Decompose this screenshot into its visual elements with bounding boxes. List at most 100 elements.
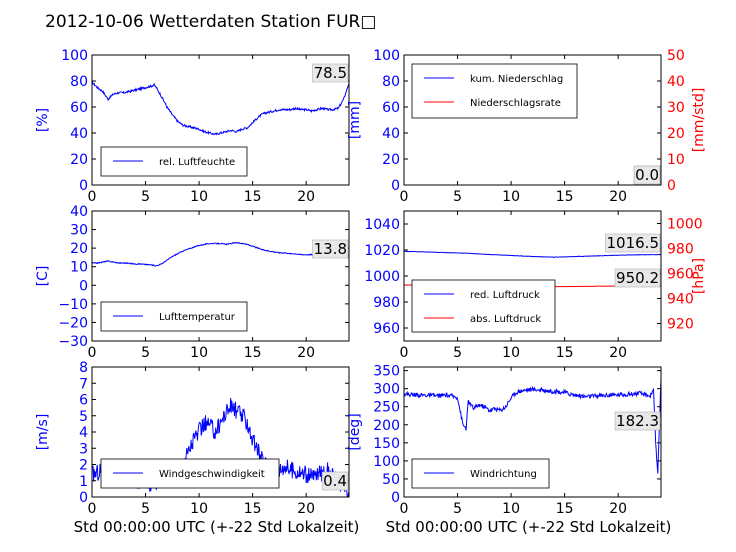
- pressure-y2label: [hPa]: [691, 258, 707, 294]
- pressure-y2tick-label: 960: [667, 267, 694, 283]
- temperature-series-line-0: [92, 241, 349, 267]
- pressure-xtick-label: 0: [400, 345, 409, 361]
- humidity-legend-label: rel. Luftfeuchte: [159, 157, 235, 168]
- pressure-legend: [411, 279, 556, 333]
- temperature-ylabel: [C]: [35, 266, 51, 287]
- pressure-series-line-0: [404, 250, 661, 258]
- winddir-ytick-label: 0: [391, 490, 400, 506]
- precip-y2tick-label: 10: [667, 152, 685, 168]
- humidity-ytick-label: 20: [70, 152, 88, 168]
- precip-ytick-label: 60: [382, 100, 400, 116]
- wind-ytick-label: 2: [79, 458, 88, 474]
- humidity-xtick-label: 10: [190, 189, 208, 205]
- precip-xtick-label: 5: [453, 189, 462, 205]
- humidity-xtick-label: 20: [297, 189, 315, 205]
- pressure-legend-label: red. Luftdruck: [470, 290, 540, 301]
- pressure-panel: 0 5 10 15 20 960 980 1000 1020 1040 920 940 960 980 10…: [364, 210, 707, 361]
- pressure-xtick-label: 20: [609, 345, 627, 361]
- wind-xtick-label: 20: [297, 501, 315, 517]
- precip-ytick-label: 40: [382, 126, 400, 142]
- precip-legend-label: kum. Niederschlag: [470, 74, 563, 85]
- pressure-y2tick-label: 1000: [667, 217, 703, 233]
- humidity-ytick-label: 100: [61, 48, 88, 64]
- winddir-xtick-label: 20: [609, 501, 627, 517]
- pressure-ytick-label: 960: [373, 321, 400, 337]
- temperature-ytick-label: 0: [79, 278, 88, 294]
- winddir-ytick-label: 350: [373, 364, 400, 380]
- winddir-ytick-label: 200: [373, 418, 400, 434]
- pressure-ytick-label: 1000: [364, 269, 400, 285]
- precip-panel: 0 5 10 15 20 0 20 40 60 80 100 0 10 20 30 40 50 [mm] [mm/s…: [347, 48, 707, 205]
- humidity-plot-frame: [91, 54, 350, 186]
- temperature-ytick-label: 40: [70, 204, 88, 220]
- precip-ytick-label: 100: [373, 48, 400, 64]
- wind-ytick-label: 7: [79, 376, 88, 392]
- pressure-y2tick-label: 920: [667, 317, 694, 333]
- wind-xtick-label: 15: [244, 501, 262, 517]
- wind-ytick-label: 6: [79, 393, 88, 409]
- pressure-xtick-label: 10: [502, 345, 520, 361]
- humidity-panel: 0 5 10 15 20 0 20 40 60 80 100 [%] rel. Luftfeuchte 7…: [35, 48, 350, 205]
- precip-y2tick-label: 50: [667, 48, 685, 64]
- wind-ytick-label: 0: [79, 490, 88, 506]
- temperature-xtick-label: 5: [141, 345, 150, 361]
- pressure-xtick-label: 5: [453, 345, 462, 361]
- wind-xtick-label: 10: [190, 501, 208, 517]
- precip-legend: [411, 63, 578, 119]
- temperature-xtick-label: 15: [244, 345, 262, 361]
- humidity-ytick-label: 60: [70, 100, 88, 116]
- winddir-ytick-label: 300: [373, 382, 400, 398]
- winddir-legend-label: Windrichtung: [470, 469, 537, 480]
- precip-ytick-label: 20: [382, 152, 400, 168]
- pressure-ytick-label: 1020: [364, 243, 400, 259]
- humidity-ylabel: [%]: [35, 108, 51, 132]
- precip-legend-label: Niederschlagsrate: [470, 98, 561, 109]
- wind-value-annotation: 0.4: [323, 472, 347, 490]
- wind-xtick-label: 5: [141, 501, 150, 517]
- precip-plot-frame: [403, 54, 662, 186]
- humidity-ytick-label: 80: [70, 74, 88, 90]
- winddir-ytick-label: 100: [373, 454, 400, 470]
- precip-xtick-label: 0: [400, 189, 409, 205]
- humidity-xtick-label: 5: [141, 189, 150, 205]
- temperature-panel: 0 5 10 15 20 −30 −20 −10 0 10 20 30 40 [C] Lufttempera…: [35, 204, 350, 361]
- winddir-xlabel: Std 00:00:00 UTC (+-22 Std Lokalzeit): [386, 518, 672, 536]
- precip-y2tick-label: 30: [667, 100, 685, 116]
- temperature-xtick-label: 10: [190, 345, 208, 361]
- temperature-xtick-label: 20: [297, 345, 315, 361]
- humidity-ytick-label: 0: [79, 178, 88, 194]
- winddir-xtick-label: 10: [502, 501, 520, 517]
- precip-y2label: [mm/std]: [691, 88, 707, 153]
- precip-y2tick-label: 40: [667, 74, 685, 90]
- pressure-ytick-label: 980: [373, 295, 400, 311]
- temperature-ytick-label: −20: [58, 315, 88, 331]
- wind-xlabel: Std 00:00:00 UTC (+-22 Std Lokalzeit): [74, 518, 360, 536]
- winddir-ylabel: [deg]: [347, 413, 363, 450]
- winddir-xtick-label: 5: [453, 501, 462, 517]
- humidity-ytick-label: 40: [70, 126, 88, 142]
- temperature-legend-label: Lufttemperatur: [159, 312, 236, 323]
- pressure-value-annotation-2: 950.2: [616, 269, 659, 287]
- temperature-ytick-label: 20: [70, 241, 88, 257]
- pressure-y2tick-label: 940: [667, 292, 694, 308]
- pressure-xtick-label: 15: [556, 345, 574, 361]
- humidity-series-line-0: [92, 81, 349, 136]
- temperature-ytick-label: 10: [70, 260, 88, 276]
- wind-ytick-label: 5: [79, 409, 88, 425]
- pressure-y2tick-label: 980: [667, 242, 694, 258]
- winddir-plot-frame: [403, 366, 662, 498]
- wind-legend-label: Windgeschwindigkeit: [159, 469, 265, 480]
- wind-ytick-label: 3: [79, 441, 88, 457]
- winddir-ytick-label: 50: [382, 472, 400, 488]
- winddir-xtick-label: 0: [400, 501, 409, 517]
- temperature-ytick-label: 30: [70, 223, 88, 239]
- wind-ytick-label: 8: [79, 360, 88, 376]
- precip-xtick-label: 20: [609, 189, 627, 205]
- winddir-series-line-0: [404, 379, 661, 474]
- pressure-legend-label: abs. Luftdruck: [470, 314, 541, 325]
- precip-ylabel: [mm]: [347, 101, 363, 139]
